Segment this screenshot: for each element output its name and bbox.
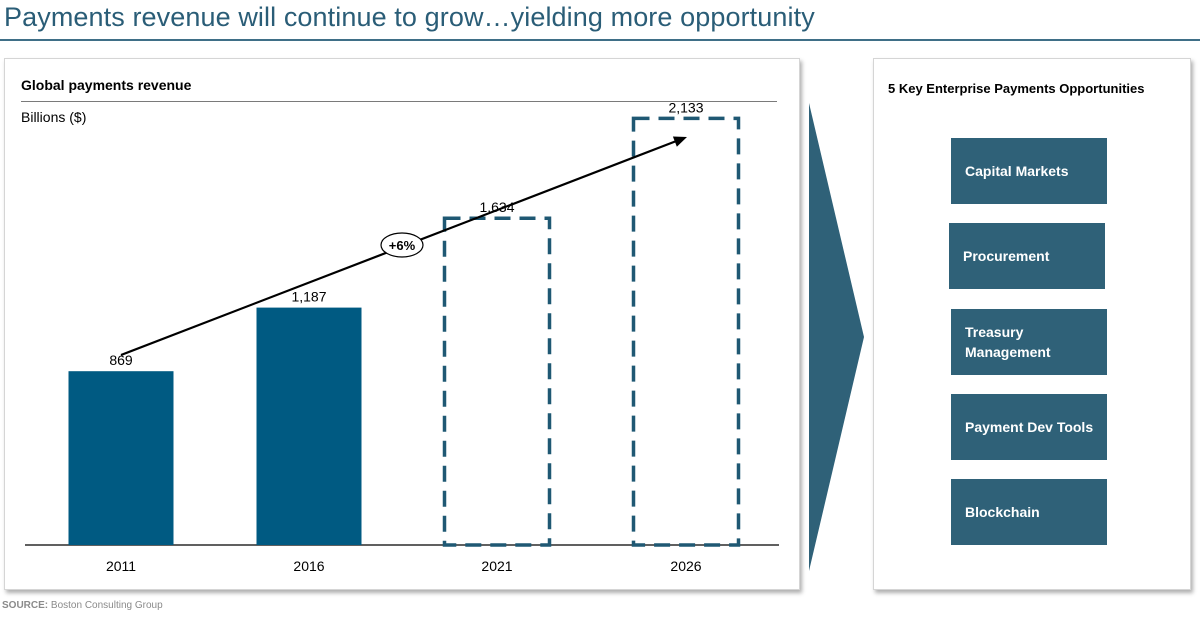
x-tick-label-2021: 2021 (481, 558, 512, 574)
opportunity-payment-dev-tools: Payment Dev Tools (951, 394, 1107, 460)
value-label-2021: 1,634 (479, 199, 514, 215)
title-divider (0, 39, 1200, 41)
chart-title: Global payments revenue (21, 77, 192, 93)
bar-2016 (256, 307, 362, 545)
revenue-chart-panel: 869 2011 1,187 2016 1,634 2021 2,133 2026 +6% Gl… (4, 58, 800, 590)
x-tick-label-2016: 2016 (293, 558, 324, 574)
x-tick-label-2026: 2026 (670, 558, 701, 574)
opportunities-title: 5 Key Enterprise Payments Opportunities (888, 81, 1145, 96)
bar-2026-projected (631, 116, 741, 547)
value-label-2011: 869 (109, 352, 133, 368)
source-text: Boston Consulting Group (50, 600, 163, 611)
source-label: SOURCE: (2, 600, 49, 611)
opportunity-label: Blockchain (965, 504, 1040, 520)
opportunity-label: Payment Dev Tools (965, 419, 1094, 435)
opportunity-label: Procurement (963, 248, 1050, 264)
opportunity-label: Capital Markets (965, 163, 1069, 179)
opportunities-panel: 5 Key Enterprise Payments Opportunities … (873, 58, 1191, 590)
bar-2011 (68, 371, 174, 545)
growth-annotation-label: +6% (389, 238, 416, 253)
bar-2021-projected (442, 216, 552, 547)
chart-unit-label: Billions ($) (21, 109, 87, 125)
source-note: SOURCE: Boston Consulting Group (2, 600, 163, 611)
page-title: Payments revenue will continue to grow…y… (4, 2, 815, 32)
opportunity-label: Treasury Management (965, 324, 1051, 360)
value-label-2026: 2,133 (668, 99, 703, 115)
value-label-2016: 1,187 (291, 289, 326, 305)
opportunity-procurement: Procurement (949, 223, 1105, 289)
opportunity-blockchain: Blockchain (951, 479, 1107, 545)
chart-title-divider (21, 101, 777, 102)
opportunity-treasury-management: Treasury Management (951, 309, 1107, 375)
growth-annotation-ellipse (380, 232, 424, 258)
revenue-chart: 869 2011 1,187 2016 1,634 2021 2,133 2026 +6% (25, 99, 779, 574)
x-tick-label-2011: 2011 (106, 558, 136, 574)
opportunity-capital-markets: Capital Markets (951, 138, 1107, 204)
chevron-arrow-icon (809, 103, 864, 571)
trend-arrow-head (672, 136, 687, 147)
